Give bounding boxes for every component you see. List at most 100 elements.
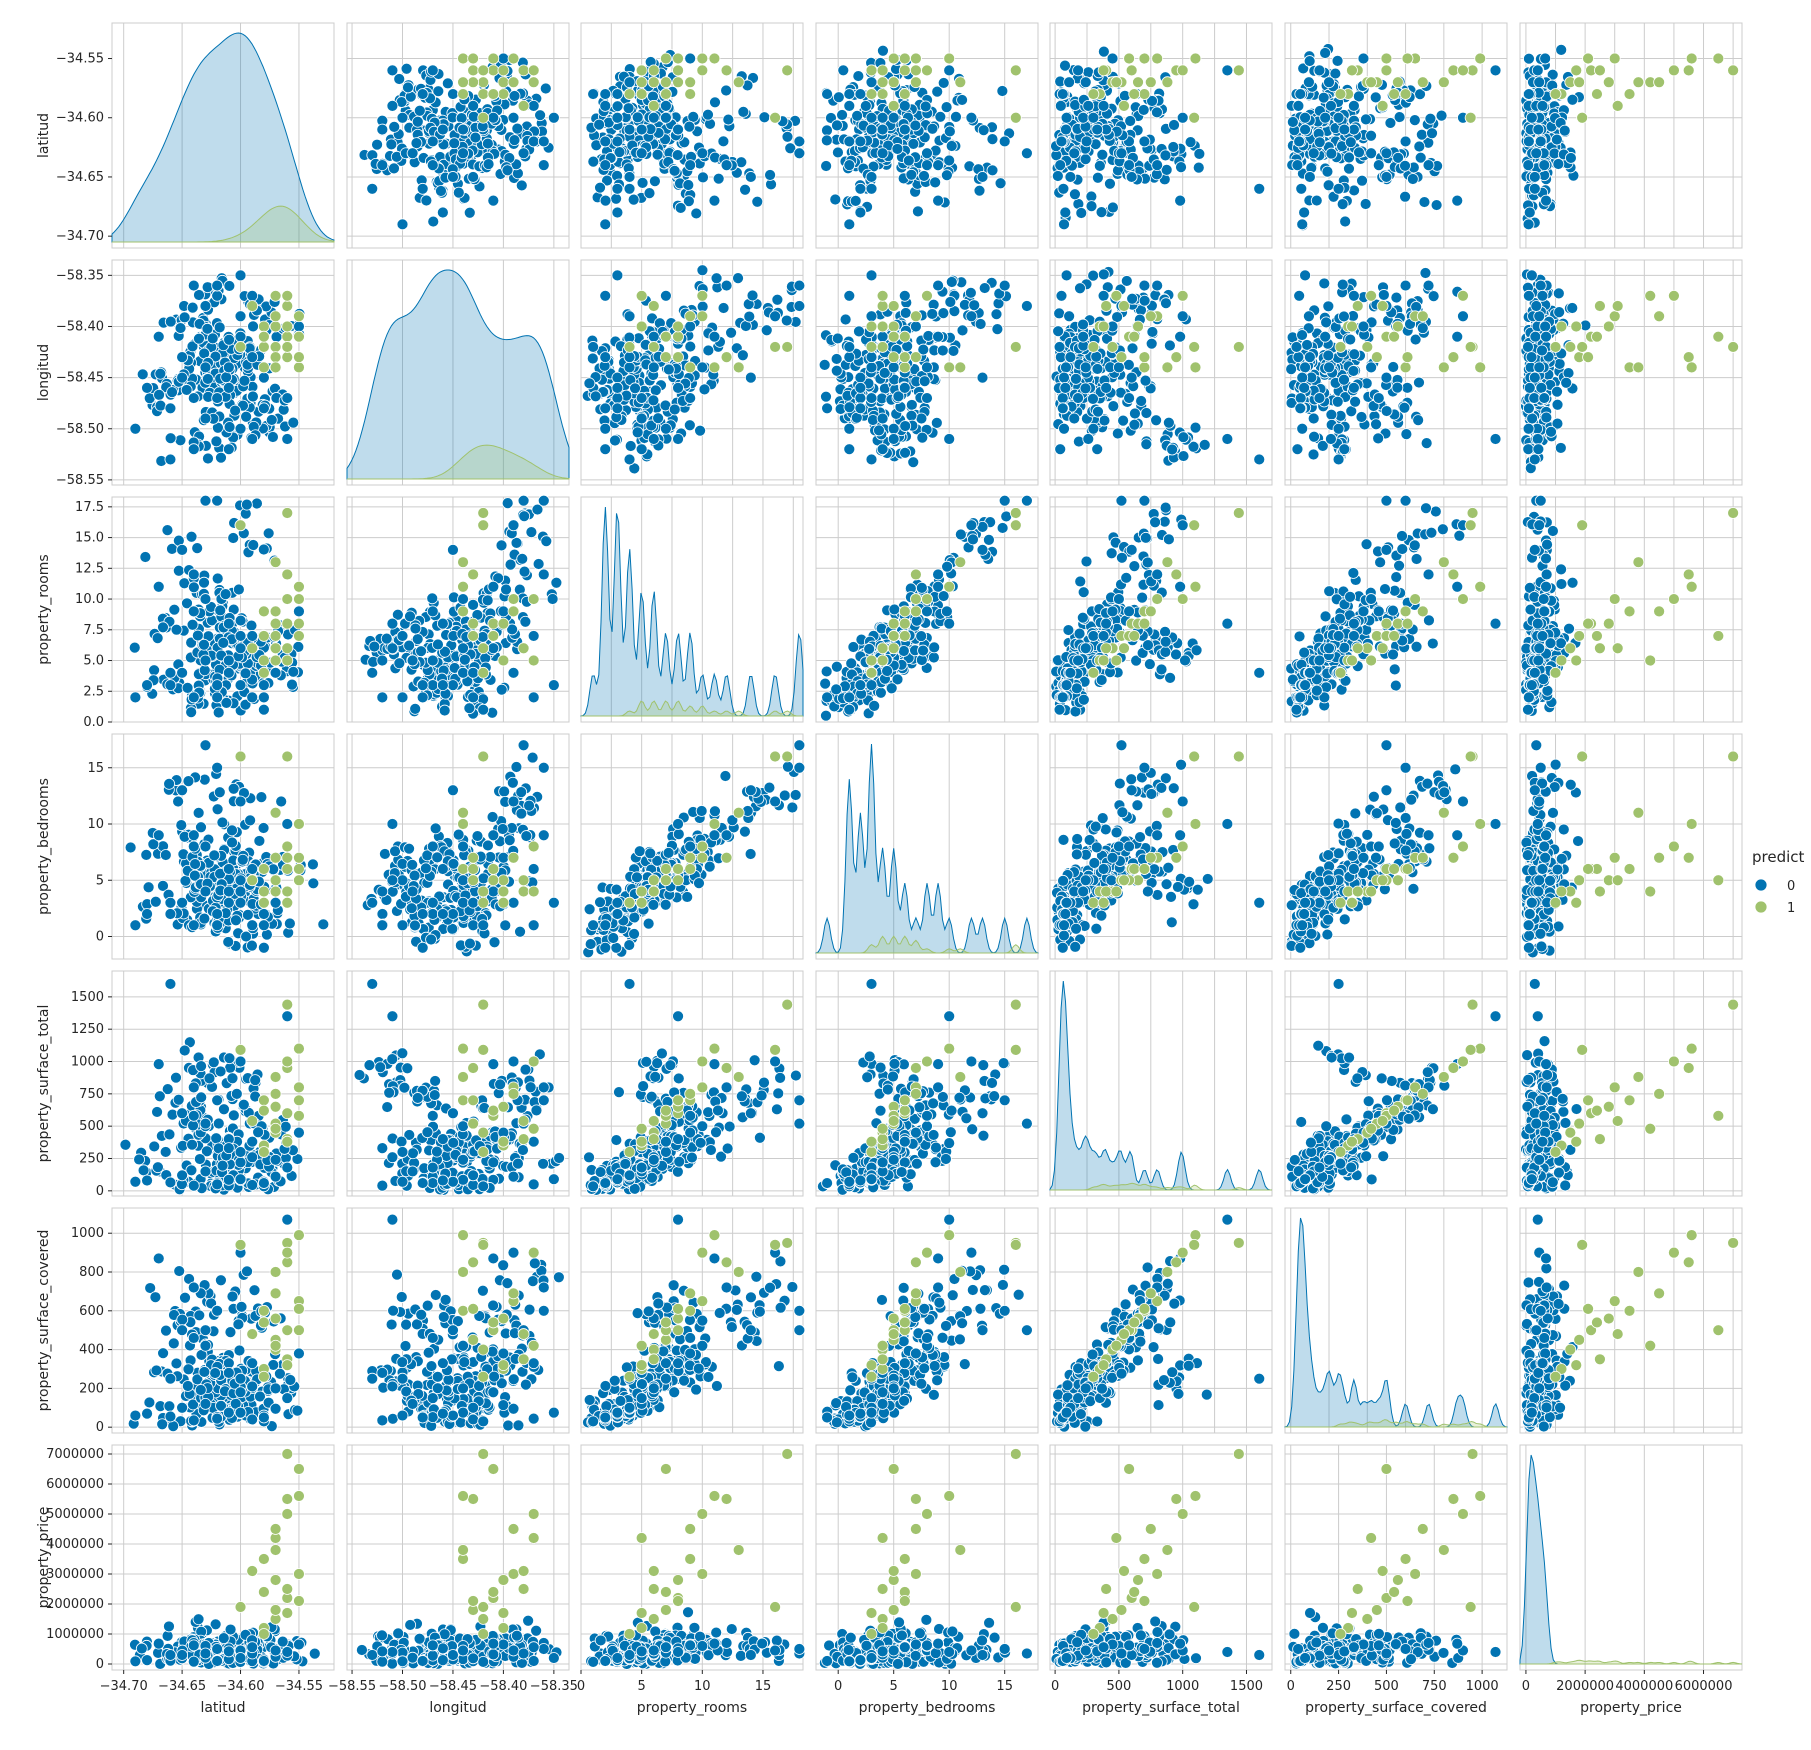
cloud-point — [221, 372, 232, 383]
cloud-point — [427, 593, 438, 604]
point-series-0 — [1308, 148, 1319, 159]
point-series-1 — [235, 341, 246, 352]
point-series-1 — [685, 89, 696, 100]
point-series-1 — [247, 301, 258, 312]
point-series-0 — [673, 124, 684, 135]
point-series-0 — [1080, 362, 1091, 373]
cloud-point — [709, 97, 720, 108]
point-series-0 — [223, 362, 234, 373]
point-series-0 — [1292, 160, 1303, 171]
point-series-0 — [660, 100, 671, 111]
point-series-1 — [910, 311, 921, 322]
cloud-point — [1108, 401, 1119, 412]
cloud-point — [975, 318, 986, 329]
point-series-0 — [188, 692, 199, 703]
cloud-point — [1332, 396, 1343, 407]
cloud-point — [165, 433, 176, 444]
point-series-0 — [877, 413, 888, 424]
point-series-1 — [877, 655, 888, 666]
point-series-1 — [1366, 290, 1377, 301]
point-series-0 — [200, 495, 211, 506]
point-series-1 — [458, 557, 469, 568]
point-series-1 — [899, 331, 910, 342]
cloud-point — [213, 707, 224, 718]
point-series-1 — [1335, 89, 1346, 100]
point-series-1 — [899, 352, 910, 363]
point-series-0 — [612, 112, 623, 123]
cloud-point — [702, 109, 713, 120]
point-series-1 — [866, 65, 877, 76]
point-series-1 — [282, 618, 293, 629]
point-series-1 — [899, 65, 910, 76]
cloud-point — [941, 606, 952, 617]
cloud-point — [718, 303, 729, 314]
cloud-point — [482, 138, 493, 149]
cloud-point — [697, 172, 708, 183]
cloud-point — [1070, 373, 1081, 384]
point-series-0 — [458, 148, 469, 159]
point-series-0 — [1490, 65, 1501, 76]
point-series-0 — [877, 148, 888, 159]
cloud-point — [432, 639, 443, 650]
point-series-1 — [1133, 77, 1144, 88]
point-series-0 — [188, 606, 199, 617]
point-series-0 — [624, 171, 635, 182]
point-series-0 — [844, 89, 855, 100]
point-series-1 — [1550, 89, 1561, 100]
point-series-0 — [377, 124, 388, 135]
point-series-1 — [468, 569, 479, 580]
point-series-0 — [866, 124, 877, 135]
cloud-point — [394, 658, 405, 669]
cell-property_rooms-vs-property_rooms — [581, 497, 803, 722]
cloud-point — [997, 522, 1008, 533]
cloud-point — [442, 78, 453, 89]
cloud-point — [1323, 180, 1334, 191]
cloud-point — [648, 395, 659, 406]
point-series-0 — [235, 680, 246, 691]
cloud-point — [967, 534, 978, 545]
cloud-point — [628, 194, 639, 205]
cloud-point — [1381, 406, 1392, 417]
point-series-0 — [200, 301, 211, 312]
point-series-1 — [498, 618, 509, 629]
cloud-point — [995, 178, 1006, 189]
point-series-1 — [888, 77, 899, 88]
cloud-point — [1138, 104, 1149, 115]
point-series-0 — [1534, 311, 1545, 322]
point-series-0 — [1539, 160, 1550, 171]
point-series-0 — [223, 444, 234, 455]
point-series-0 — [1297, 219, 1308, 230]
point-series-0 — [447, 89, 458, 100]
point-series-1 — [508, 53, 519, 64]
point-series-0 — [1300, 362, 1311, 373]
cloud-point — [1160, 626, 1171, 637]
point-series-0 — [721, 160, 732, 171]
cloud-point — [246, 620, 257, 631]
point-series-1 — [1686, 53, 1697, 64]
cloud-point — [832, 120, 843, 131]
point-series-0 — [899, 382, 910, 393]
point-series-0 — [624, 362, 635, 373]
cloud-point — [672, 150, 683, 161]
point-series-1 — [1098, 65, 1109, 76]
point-series-1 — [697, 65, 708, 76]
point-series-0 — [498, 53, 509, 64]
cloud-point — [547, 593, 558, 604]
cloud-point — [945, 296, 956, 307]
cloud-point — [411, 138, 422, 149]
point-series-1 — [1177, 65, 1188, 76]
point-series-0 — [660, 423, 671, 434]
cloud-point — [948, 345, 959, 356]
cell-latitud-vs-property_surface_total — [1050, 23, 1272, 248]
cloud-point — [1385, 117, 1396, 128]
point-series-1 — [648, 341, 659, 352]
cloud-point — [906, 169, 917, 180]
point-series-1 — [866, 89, 877, 100]
cloud-point — [519, 511, 530, 522]
point-series-1 — [1377, 100, 1388, 111]
cloud-point — [1151, 415, 1162, 426]
cloud-point — [520, 616, 531, 627]
point-series-0 — [1101, 382, 1112, 393]
cloud-point — [1107, 202, 1118, 213]
cloud-point — [1106, 548, 1117, 559]
